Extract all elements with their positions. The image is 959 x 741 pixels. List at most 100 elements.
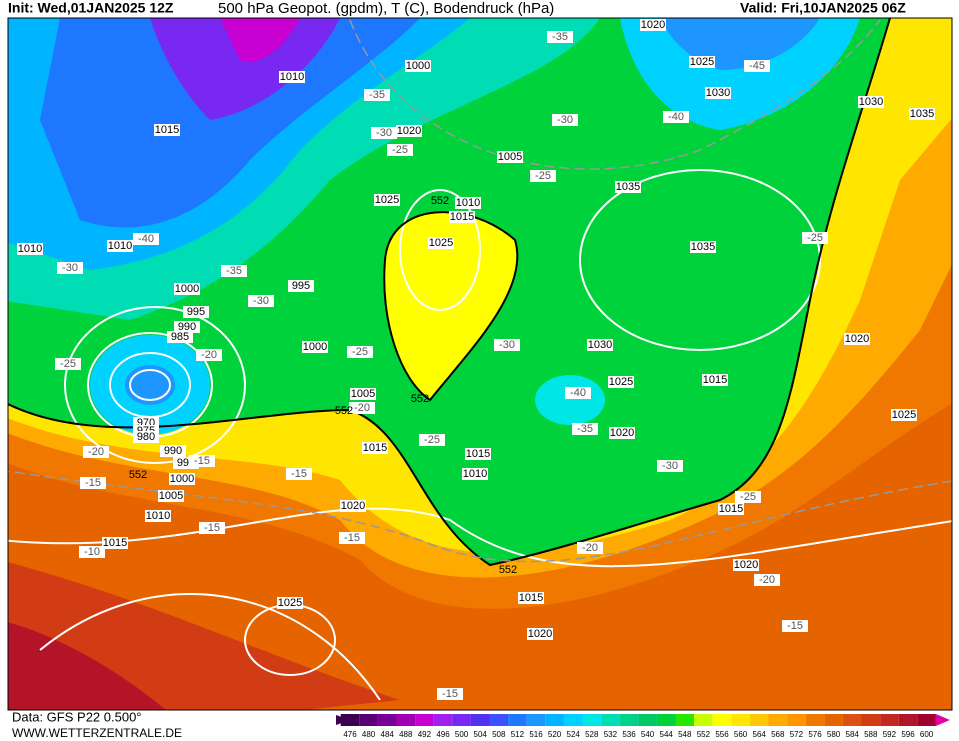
isobar-label-bg <box>858 96 884 108</box>
isobar-label: 1010 <box>108 240 132 252</box>
temperature-label-bg <box>79 546 105 558</box>
colorbar-label: 576 <box>808 730 822 739</box>
colorbar-label: 476 <box>343 730 357 739</box>
colorbar-label: 572 <box>790 730 804 739</box>
isobar-label-bg <box>690 241 716 253</box>
colorbar-swatch <box>749 714 769 726</box>
isobar-label-bg <box>183 306 209 318</box>
isobar-label: 1030 <box>706 87 730 99</box>
colorbar-label: 580 <box>827 730 841 739</box>
colorbar-label: 564 <box>753 730 767 739</box>
colorbar-swatch <box>656 714 676 726</box>
temperature-label: -35 <box>577 423 593 435</box>
isobar-label-bg <box>891 409 917 421</box>
temperature-label-bg <box>347 346 373 358</box>
isobar-label-bg <box>167 331 193 343</box>
isobar-label: 1025 <box>375 194 399 206</box>
valid-label: Valid: Fri,10JAN2025 06Z <box>740 0 906 16</box>
isobar-label-bg <box>102 537 128 549</box>
temperature-label-bg <box>199 522 225 534</box>
temperature-label: -45 <box>749 60 765 72</box>
isobar-label: 980 <box>137 431 155 443</box>
colorbar-swatch <box>805 714 825 726</box>
colorbar-swatch <box>842 714 862 726</box>
temperature-label-bg <box>782 620 808 632</box>
temperature-label-bg <box>55 358 81 370</box>
colorbar-label: 512 <box>511 730 525 739</box>
isobar-label: 1015 <box>519 592 543 604</box>
colorbar-swatch <box>917 714 936 726</box>
isobar-label: 1015 <box>155 124 179 136</box>
isobar-label: 1020 <box>734 559 758 571</box>
temperature-label: -30 <box>376 127 392 139</box>
temperature-label: -30 <box>62 262 78 274</box>
isobar-label-bg <box>615 181 641 193</box>
colorbar-label: 536 <box>622 730 636 739</box>
colorbar-swatch <box>694 714 713 726</box>
isobar-label: 1020 <box>341 500 365 512</box>
temperature-label: -40 <box>668 111 684 123</box>
isobar-label-bg <box>174 283 200 295</box>
colorbar-label: 528 <box>585 730 599 739</box>
map-labels: 1010 1000 1020 1025 1030 1030 1035 1015 1020 1005… <box>17 19 935 700</box>
temperature-label-bg <box>494 339 520 351</box>
temperature-label-bg <box>387 144 413 156</box>
colorbar-swatch <box>433 714 453 726</box>
temperature-label: -30 <box>662 460 678 472</box>
isobar-label-bg <box>449 211 475 223</box>
colorbar-label: 552 <box>697 730 711 739</box>
temperature-label-bg <box>552 114 578 126</box>
isobar-label: 1015 <box>719 503 743 515</box>
isobar-label: 1025 <box>278 597 302 609</box>
isobar-label: 1000 <box>303 341 327 353</box>
temperature-label-bg <box>735 491 761 503</box>
temperature-label-bg <box>419 434 445 446</box>
colorbar-label: 532 <box>604 730 618 739</box>
colorbar-swatch <box>601 714 620 726</box>
isobar-label-bg <box>702 374 728 386</box>
isobar-label-bg <box>145 510 171 522</box>
colorbar-label: 544 <box>660 730 674 739</box>
temperature-label-bg <box>189 455 215 467</box>
colorbar-swatch <box>582 714 602 726</box>
isobar-label: 1010 <box>463 468 487 480</box>
temperature-label-bg <box>657 460 683 472</box>
height-label: 552 <box>335 405 353 417</box>
temperature-label: -15 <box>291 468 307 480</box>
colorbar-swatch <box>470 714 490 726</box>
isobar-label-bg <box>107 240 133 252</box>
temperature-label-bg <box>221 265 247 277</box>
isobar-label-bg <box>705 87 731 99</box>
colorbar-label: 508 <box>492 730 506 739</box>
isobar-label-bg <box>169 473 195 485</box>
isobar-label: 990 <box>164 445 182 457</box>
temperature-label-bg <box>663 111 689 123</box>
isobar-label: 1025 <box>690 56 714 68</box>
isobar-label-bg <box>160 445 186 457</box>
colorbar-label: 588 <box>864 730 878 739</box>
isobar-label: 1020 <box>610 427 634 439</box>
temperature-label: -25 <box>807 232 823 244</box>
temperature-label-bg <box>57 262 83 274</box>
map-title: 500 hPa Geopot. (gpdm), T (C), Bodendruc… <box>218 0 554 17</box>
isobar-label: 1035 <box>691 241 715 253</box>
isobar-label: 1010 <box>456 197 480 209</box>
colorbar-swatch <box>880 714 899 726</box>
temperature-label: -30 <box>557 114 573 126</box>
isobar-label: 1000 <box>406 60 430 72</box>
isobar-label: 1035 <box>910 108 934 120</box>
colorbar-swatch <box>452 714 471 726</box>
colorbar-swatch <box>731 714 750 726</box>
temperature-label: -25 <box>60 358 76 370</box>
temperature-label: -20 <box>759 574 775 586</box>
isobar-label-bg <box>154 124 180 136</box>
temperature-label: -25 <box>392 144 408 156</box>
colorbar-label: 520 <box>548 730 562 739</box>
isobar-label: 995 <box>292 280 310 292</box>
colorbar-swatch <box>787 714 806 726</box>
temperature-label: -15 <box>194 455 210 467</box>
temperature-label: -40 <box>570 387 586 399</box>
temperature-label-bg <box>547 31 573 43</box>
isobar-label: 1035 <box>616 181 640 193</box>
isobar-label-bg <box>277 597 303 609</box>
